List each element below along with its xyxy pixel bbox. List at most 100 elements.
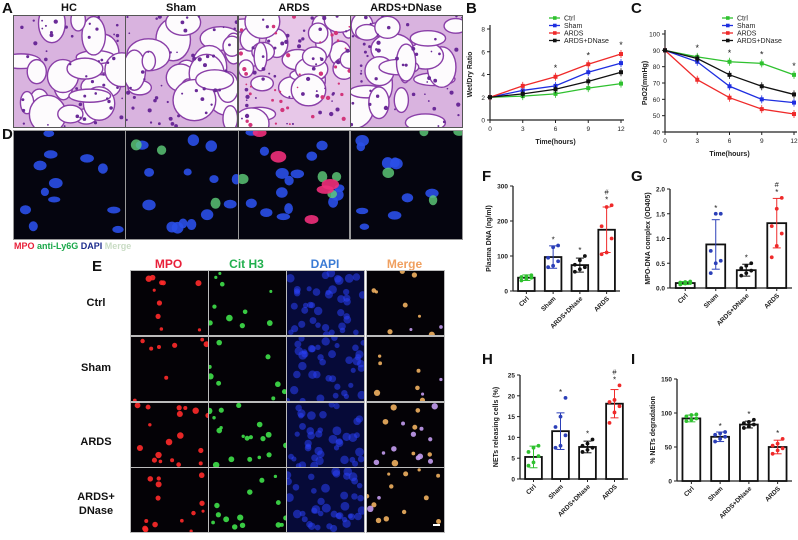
svg-text:*: * — [760, 49, 764, 59]
chart-wet-dry-ratio: 0 2 4 6 8 0 3 6 9 12 Time(hours) Wet/Dry Ratio * * * Ct… — [467, 16, 625, 147]
legend-dapi: DAPI — [80, 241, 103, 251]
if-image-ards-dnase-merge — [366, 467, 445, 533]
e-row-label-ards: ARDS — [80, 436, 112, 448]
svg-text:50: 50 — [665, 445, 673, 452]
chart-plasma-dna: 0 100 200 300 Plasma DNA (ng/ml) Ctrl Sham * ARD… — [486, 184, 620, 330]
svg-text:*: * — [578, 246, 581, 255]
svg-text:*: * — [792, 61, 796, 71]
svg-text:Sham: Sham — [564, 23, 582, 30]
svg-text:0.0: 0.0 — [656, 286, 665, 293]
svg-text:ARDS+DNase: ARDS+DNase — [716, 292, 751, 327]
legend-merge: Merge — [104, 241, 132, 251]
fluor-image-hc — [13, 130, 126, 240]
svg-text:Sham: Sham — [707, 485, 725, 503]
if-image-ards-dnase-mpo — [130, 467, 209, 533]
he-column-title-hc: HC — [61, 2, 77, 14]
legend-ly6g: anti-Ly6G — [37, 241, 79, 251]
svg-text:*: * — [775, 188, 778, 197]
e-col-title-mpo: MPO — [154, 257, 183, 271]
if-image-ctrl-mpo — [130, 270, 209, 336]
he-image-ards-dnase — [350, 15, 463, 128]
svg-text:4: 4 — [481, 72, 485, 79]
svg-text:NETs releasing cells (%): NETs releasing cells (%) — [493, 387, 500, 467]
svg-text:Time(hours): Time(hours) — [709, 151, 749, 158]
if-image-ards-dnase-cith3 — [208, 467, 287, 533]
svg-text:10: 10 — [508, 435, 516, 442]
svg-text:300: 300 — [497, 184, 508, 191]
svg-text:5: 5 — [511, 456, 515, 463]
svg-text:*: * — [728, 48, 732, 58]
svg-text:1.5: 1.5 — [656, 211, 665, 218]
svg-text:70: 70 — [653, 81, 661, 88]
e-row-label-ards-dnase-line2: DNase — [78, 505, 114, 517]
svg-text:*: * — [559, 388, 562, 397]
e-col-title-dapi: DAPI — [310, 257, 340, 271]
panel-label-a: A — [2, 0, 13, 17]
svg-text:*: * — [776, 429, 779, 438]
svg-text:3: 3 — [521, 126, 525, 133]
svg-text:8: 8 — [481, 27, 485, 34]
svg-text:2: 2 — [481, 95, 485, 102]
svg-text:15: 15 — [508, 414, 516, 421]
svg-text:80: 80 — [653, 64, 661, 71]
svg-text:ARDS+DNase: ARDS+DNase — [564, 38, 609, 45]
svg-text:25: 25 — [508, 373, 516, 380]
svg-text:Plasma DNA (ng/ml): Plasma DNA (ng/ml) — [486, 205, 493, 272]
svg-text:Wet/Dry Ratio: Wet/Dry Ratio — [467, 52, 474, 98]
fluor-image-ards — [238, 130, 350, 240]
panel-label-f: F — [482, 168, 492, 185]
if-image-sham-cith3 — [208, 336, 287, 402]
chart-nets-degradation: 0 50 100 150 % NETs degradation Ctrl Sham * ARDS… — [650, 377, 792, 520]
if-image-ctrl-cith3 — [208, 270, 287, 336]
svg-text:90: 90 — [653, 48, 661, 55]
panel-label-h: H — [482, 351, 493, 368]
svg-text:12: 12 — [790, 138, 798, 145]
svg-text:9: 9 — [760, 138, 764, 145]
svg-text:ARDS: ARDS — [593, 295, 611, 313]
svg-text:Ctrl: Ctrl — [525, 483, 538, 496]
if-image-ctrl-dapi — [286, 270, 365, 336]
svg-text:2.0: 2.0 — [656, 187, 665, 194]
chart-pao2: 40 50 60 70 80 90 100 0 3 6 9 12 Time(hours) PaO2(mmH… — [642, 16, 798, 159]
svg-text:6: 6 — [554, 126, 558, 133]
if-image-sham-merge — [366, 336, 445, 402]
svg-text:1.0: 1.0 — [656, 236, 665, 243]
if-image-sham-mpo — [130, 336, 209, 402]
svg-text:6: 6 — [481, 49, 485, 56]
panel-label-i: I — [631, 351, 636, 368]
svg-text:Time(hours): Time(hours) — [535, 139, 575, 146]
svg-text:*: * — [747, 410, 750, 419]
svg-text:50: 50 — [653, 113, 661, 120]
svg-text:150: 150 — [661, 377, 672, 384]
if-image-ards-dapi — [286, 402, 365, 468]
e-col-title-merge: Merge — [386, 257, 423, 271]
svg-text:20: 20 — [508, 393, 516, 400]
he-column-title-ards-dnase: ARDS+DNase — [370, 2, 442, 14]
svg-text:0.5: 0.5 — [656, 261, 665, 268]
svg-text:*: * — [554, 63, 558, 73]
panel-label-g: G — [631, 168, 643, 185]
panel-label-e: E — [92, 258, 103, 275]
he-column-title-sham: Sham — [166, 2, 196, 14]
svg-text:40: 40 — [653, 130, 661, 137]
svg-text:0: 0 — [481, 118, 485, 125]
fluor-image-sham — [125, 130, 239, 240]
if-image-ards-dnase-dapi — [286, 467, 365, 533]
svg-text:MPO-DNA complex (OD405): MPO-DNA complex (OD405) — [645, 192, 652, 284]
svg-text:0: 0 — [663, 138, 667, 145]
svg-text:% NETs degradation: % NETs degradation — [650, 396, 657, 464]
svg-text:Sham: Sham — [540, 295, 558, 313]
svg-text:*: * — [586, 429, 589, 438]
svg-text:*: * — [695, 43, 699, 53]
svg-text:0: 0 — [668, 479, 672, 486]
panel-label-d: D — [2, 126, 13, 143]
fluor-image-ards-dnase — [350, 130, 463, 240]
svg-text:ARDS: ARDS — [564, 31, 584, 38]
e-row-label-ctrl: Ctrl — [86, 297, 106, 309]
svg-text:100: 100 — [661, 411, 672, 418]
svg-text:ARDS: ARDS — [764, 485, 782, 503]
svg-text:Ctrl: Ctrl — [564, 16, 575, 23]
svg-text:ARDS+DNase: ARDS+DNase — [737, 38, 782, 45]
svg-text:100: 100 — [497, 254, 508, 261]
svg-text:100: 100 — [649, 32, 660, 39]
